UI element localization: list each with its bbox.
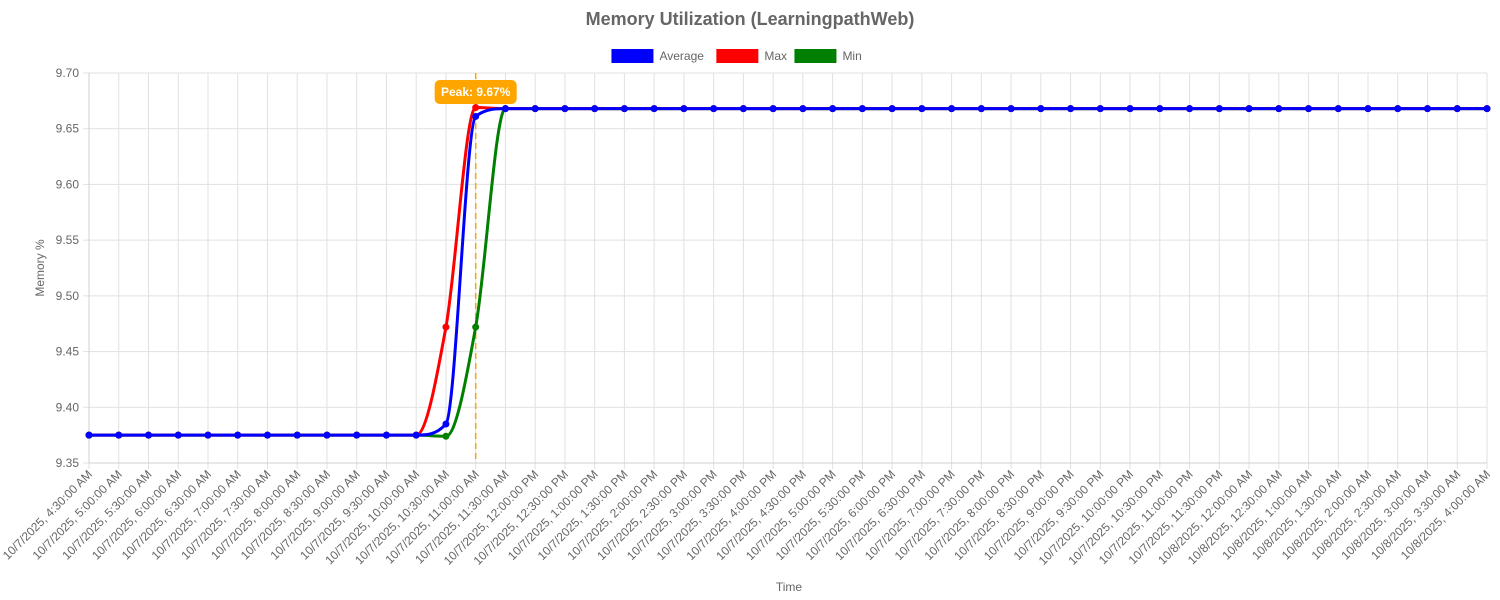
data-point-average[interactable]	[948, 105, 956, 113]
peak-label-box	[434, 80, 517, 104]
legend: Average Max Min	[611, 49, 862, 63]
series-max	[85, 104, 1491, 439]
data-point-average[interactable]	[1275, 105, 1283, 113]
data-point-average[interactable]	[829, 105, 837, 113]
data-point-average[interactable]	[620, 105, 628, 113]
data-point-average[interactable]	[650, 105, 658, 113]
data-point-average[interactable]	[1305, 105, 1313, 113]
data-point-average[interactable]	[85, 431, 93, 439]
data-point-average[interactable]	[412, 431, 420, 439]
data-point-average[interactable]	[1067, 105, 1075, 113]
chart-title: Memory Utilization (LearningpathWeb)	[586, 9, 915, 29]
data-point-average[interactable]	[918, 105, 926, 113]
peak-label: Peak: 9.67%	[441, 85, 511, 99]
data-point-average[interactable]	[1394, 105, 1402, 113]
legend-item-min[interactable]: Min	[794, 49, 862, 63]
data-point-average[interactable]	[1483, 105, 1491, 113]
data-point-average[interactable]	[769, 105, 777, 113]
legend-swatch-average	[611, 49, 654, 63]
peak-annotation: Peak: 9.67%	[434, 80, 517, 104]
y-tick-label: 9.70	[56, 66, 80, 80]
data-point-min[interactable]	[442, 432, 450, 440]
data-point-average[interactable]	[1037, 105, 1045, 113]
series-line-max	[89, 106, 1487, 437]
data-point-average[interactable]	[1126, 105, 1134, 113]
data-point-average[interactable]	[323, 431, 331, 439]
legend-item-max[interactable]: Max	[716, 49, 787, 63]
data-point-average[interactable]	[144, 431, 152, 439]
grid-lines	[83, 72, 1488, 469]
data-point-average[interactable]	[858, 105, 866, 113]
y-tick-label: 9.65	[56, 122, 80, 136]
y-tick-label: 9.50	[56, 289, 80, 303]
y-tick-label: 9.55	[56, 233, 80, 247]
data-point-average[interactable]	[174, 431, 182, 439]
data-point-average[interactable]	[1453, 105, 1461, 113]
legend-swatch-min	[794, 49, 837, 63]
data-point-average[interactable]	[442, 420, 450, 428]
data-point-average[interactable]	[888, 105, 896, 113]
data-point-average[interactable]	[591, 105, 599, 113]
legend-label-max: Max	[764, 49, 787, 63]
data-point-average[interactable]	[472, 112, 480, 120]
data-point-max[interactable]	[472, 104, 480, 112]
data-point-average[interactable]	[1364, 105, 1372, 113]
data-point-average[interactable]	[293, 431, 301, 439]
data-point-average[interactable]	[115, 431, 123, 439]
data-point-average[interactable]	[710, 105, 718, 113]
data-point-average[interactable]	[531, 105, 539, 113]
data-point-average[interactable]	[680, 105, 688, 113]
y-tick-label: 9.60	[56, 177, 80, 191]
data-point-average[interactable]	[1156, 105, 1164, 113]
series-min	[85, 105, 1491, 440]
series-line-average	[89, 107, 1487, 437]
data-point-average[interactable]	[382, 431, 390, 439]
data-point-max[interactable]	[442, 323, 450, 331]
data-point-average[interactable]	[1424, 105, 1432, 113]
data-point-min[interactable]	[472, 323, 480, 331]
legend-swatch-max	[716, 49, 759, 63]
data-point-average[interactable]	[1007, 105, 1015, 113]
data-point-average[interactable]	[263, 431, 271, 439]
legend-label-min: Min	[842, 49, 861, 63]
data-point-average[interactable]	[1096, 105, 1104, 113]
data-point-average[interactable]	[799, 105, 807, 113]
data-point-average[interactable]	[739, 105, 747, 113]
data-point-average[interactable]	[1245, 105, 1253, 113]
data-point-average[interactable]	[561, 105, 569, 113]
y-tick-label: 9.40	[56, 400, 80, 414]
series-average	[85, 105, 1491, 439]
data-point-average[interactable]	[977, 105, 985, 113]
legend-label-average: Average	[659, 49, 704, 63]
x-axis-title: Time	[776, 580, 803, 594]
y-tick-label: 9.45	[56, 345, 80, 359]
legend-item-average[interactable]: Average	[611, 49, 704, 63]
y-axis-ticks: 9.35 9.40 9.45 9.50 9.55 9.60 9.65 9.70	[56, 66, 80, 470]
data-point-average[interactable]	[1186, 105, 1194, 113]
y-tick-label: 9.35	[56, 456, 80, 470]
data-point-average[interactable]	[234, 431, 242, 439]
data-point-average[interactable]	[204, 431, 212, 439]
data-point-average[interactable]	[1215, 105, 1223, 113]
y-axis-title: Memory %	[33, 239, 47, 297]
data-point-average[interactable]	[501, 105, 509, 113]
series-line-min	[89, 107, 1487, 438]
series-layer	[85, 104, 1491, 440]
data-point-average[interactable]	[353, 431, 361, 439]
data-point-average[interactable]	[1334, 105, 1342, 113]
